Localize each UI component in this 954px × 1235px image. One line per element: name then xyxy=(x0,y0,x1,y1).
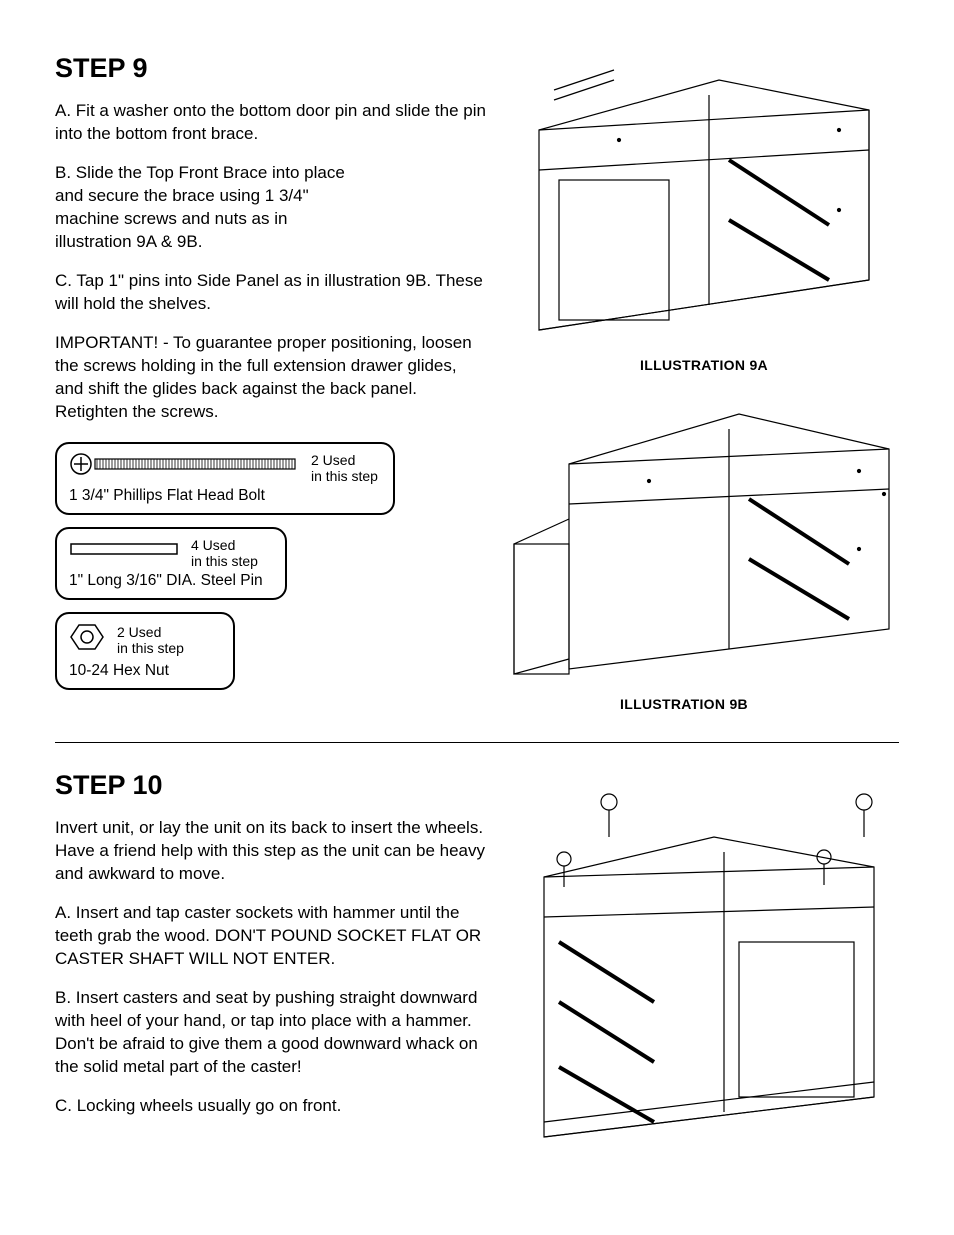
part-bolt-used-line2: in this step xyxy=(311,468,378,484)
part-row-bolt: 2 Used in this step xyxy=(69,452,381,484)
step9-para-important: IMPORTANT! - To guarantee proper positio… xyxy=(55,332,489,424)
section-divider xyxy=(55,742,899,743)
part-pin-used: 4 Used in this step xyxy=(191,537,258,569)
step9-section: STEP 9 A. Fit a washer onto the bottom d… xyxy=(55,50,899,714)
illustration-step10 xyxy=(514,767,894,1167)
phillips-bolt-icon xyxy=(69,452,299,483)
step10-heading: STEP 10 xyxy=(55,767,489,803)
part-bolt-used-line1: 2 Used xyxy=(311,452,378,468)
step10-para-c: C. Locking wheels usually go on front. xyxy=(55,1095,489,1118)
step9-right-column: ILLUSTRATION 9A ILLUSTRATION 9B xyxy=(509,50,899,714)
illus-9b-caption: ILLUSTRATION 9B xyxy=(469,695,899,714)
part-nut-used-line2: in this step xyxy=(117,640,184,656)
part-row-nut: 2 Used in this step xyxy=(69,622,221,659)
part-pin-used-line2: in this step xyxy=(191,553,258,569)
illus-9a-caption: ILLUSTRATION 9A xyxy=(509,356,899,375)
step9-para-b: B. Slide the Top Front Brace into place … xyxy=(55,162,355,254)
step10-para-b: B. Insert casters and seat by pushing st… xyxy=(55,987,489,1079)
step10-section: STEP 10 Invert unit, or lay the unit on … xyxy=(55,767,899,1167)
illustration-9a xyxy=(519,50,889,350)
part-pin-desc: 1" Long 3/16" DIA. Steel Pin xyxy=(69,571,273,592)
hex-nut-icon xyxy=(69,622,105,659)
part-bolt-used: 2 Used in this step xyxy=(311,452,378,484)
step9-para-c: C. Tap 1" pins into Side Panel as in ill… xyxy=(55,270,489,316)
step10-left-column: STEP 10 Invert unit, or lay the unit on … xyxy=(55,767,489,1167)
part-pin-used-line1: 4 Used xyxy=(191,537,258,553)
part-bolt-desc: 1 3/4" Phillips Flat Head Bolt xyxy=(69,486,381,507)
step10-para-intro: Invert unit, or lay the unit on its back… xyxy=(55,817,489,886)
step10-right-column xyxy=(509,767,899,1167)
part-nut-used-line1: 2 Used xyxy=(117,624,184,640)
step9-parts-boxes: 2 Used in this step 1 3/4" Phillips Flat… xyxy=(55,442,489,702)
step9-left-column: STEP 9 A. Fit a washer onto the bottom d… xyxy=(55,50,489,714)
part-nut-used: 2 Used in this step xyxy=(117,624,184,656)
steel-pin-icon xyxy=(69,540,179,565)
part-row-pin: 4 Used in this step xyxy=(69,537,273,569)
step10-para-a: A. Insert and tap caster sockets with ha… xyxy=(55,902,489,971)
part-box-bolt: 2 Used in this step 1 3/4" Phillips Flat… xyxy=(55,442,395,515)
illustration-9b xyxy=(509,389,909,689)
part-box-nut: 2 Used in this step 10-24 Hex Nut xyxy=(55,612,235,690)
step9-heading: STEP 9 xyxy=(55,50,489,86)
step9-para-a: A. Fit a washer onto the bottom door pin… xyxy=(55,100,489,146)
part-nut-desc: 10-24 Hex Nut xyxy=(69,661,221,682)
part-box-pin: 4 Used in this step 1" Long 3/16" DIA. S… xyxy=(55,527,287,600)
